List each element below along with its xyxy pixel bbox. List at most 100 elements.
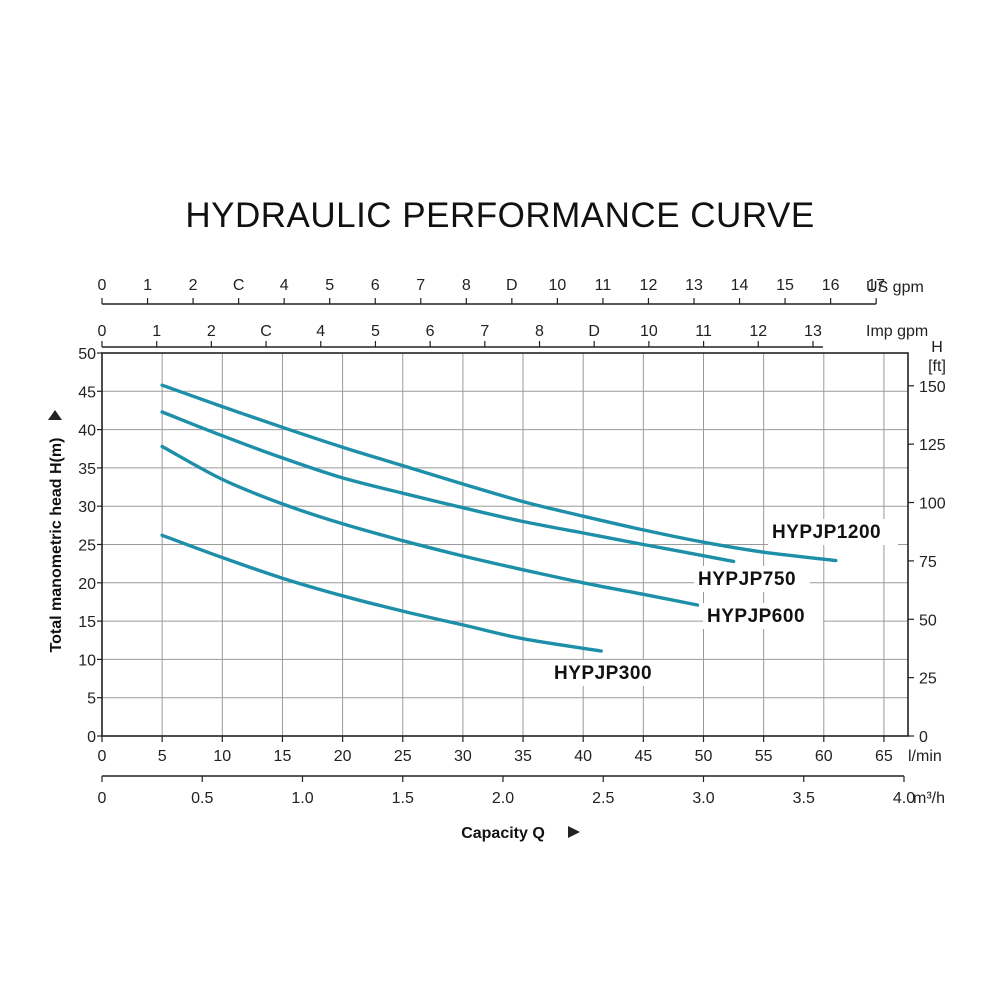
y-ft-tick-label: 75	[919, 554, 937, 571]
x-axis-arrow-icon	[568, 826, 580, 838]
y-ft-tick-label: 50	[919, 612, 937, 629]
right-axis-unit: [ft]	[928, 358, 946, 375]
x-tick-label: 10	[213, 748, 231, 765]
x-tick-label: 5	[158, 748, 167, 765]
m3h-tick-label: 1.5	[392, 790, 414, 807]
x-tick-label: 50	[695, 748, 713, 765]
labels: HYPJP1200 HYPJP750 HYPJP600 HYPJP300	[550, 519, 898, 686]
y-ft-tick-label: 150	[919, 379, 946, 396]
y-tick-label: 0	[87, 729, 96, 746]
y-ft-tick-label: 125	[919, 437, 946, 454]
curve-hypjp600	[160, 444, 700, 607]
impgpm-tick-label: 1	[152, 323, 161, 340]
x-tick-label: 55	[755, 748, 773, 765]
m3h-tick-label: 3.5	[793, 790, 815, 807]
impgpm-tick-label: 8	[535, 323, 544, 340]
series-label-bg	[694, 566, 810, 592]
x-tick-label: 45	[634, 748, 652, 765]
usgpm-tick-label: 8	[462, 277, 471, 294]
usgpm-unit-label: US gpm	[866, 279, 924, 296]
grid	[102, 353, 908, 736]
y-tick-label: 25	[78, 538, 96, 555]
axes: 051015202530354045500255075100125150H[ft…	[48, 277, 946, 842]
usgpm-tick-label: 0	[98, 277, 107, 294]
curve-hypjp1200	[160, 383, 838, 563]
x-unit-label: l/min	[908, 748, 942, 765]
usgpm-tick-label: 11	[595, 277, 612, 294]
y-tick-label: 10	[78, 652, 96, 669]
y-axis-title: Total manometric head H(m)	[48, 438, 65, 653]
y-tick-label: 15	[78, 614, 96, 631]
y-tick-label: 40	[78, 423, 96, 440]
impgpm-tick-label: 10	[640, 323, 658, 340]
impgpm-tick-label: C	[260, 323, 272, 340]
series-label-hypjp300: HYPJP300	[554, 663, 652, 684]
x-tick-label: 15	[274, 748, 292, 765]
usgpm-tick-label: 1	[143, 277, 152, 294]
m3h-tick-label: 3.0	[692, 790, 714, 807]
y-tick-label: 50	[78, 346, 96, 363]
chart-title: HYDRAULIC PERFORMANCE CURVE	[185, 196, 815, 235]
y-tick-label: 45	[78, 384, 96, 401]
series-label-hypjp1200: HYPJP1200	[772, 522, 881, 543]
impgpm-tick-label: 6	[426, 323, 435, 340]
x-axis-title: Capacity Q	[461, 825, 545, 842]
usgpm-tick-label: 2	[189, 277, 198, 294]
impgpm-tick-label: 12	[749, 323, 767, 340]
y-ft-tick-label: 100	[919, 496, 946, 513]
usgpm-tick-label: 14	[731, 277, 749, 294]
y-tick-label: 30	[78, 499, 96, 516]
series-label-bg	[703, 603, 823, 629]
impgpm-tick-label: 0	[98, 323, 107, 340]
usgpm-tick-label: 5	[325, 277, 334, 294]
m3h-tick-label: 2.5	[592, 790, 614, 807]
impgpm-tick-label: 5	[371, 323, 380, 340]
x-tick-label: 40	[574, 748, 592, 765]
usgpm-tick-label: 13	[685, 277, 703, 294]
usgpm-tick-label: 15	[776, 277, 794, 294]
usgpm-tick-label: 4	[280, 277, 289, 294]
usgpm-tick-label: 10	[548, 277, 566, 294]
usgpm-tick-label: D	[506, 277, 518, 294]
curve-hypjp750	[160, 410, 736, 564]
usgpm-tick-label: 7	[416, 277, 425, 294]
x-tick-label: 0	[98, 748, 107, 765]
x-tick-label: 30	[454, 748, 472, 765]
y-tick-label: 35	[78, 461, 96, 478]
y-tick-label: 20	[78, 576, 96, 593]
m3h-tick-label: 0.5	[191, 790, 213, 807]
impgpm-tick-label: 11	[695, 323, 712, 340]
y-axis-arrow-icon	[48, 410, 62, 420]
curves	[160, 383, 838, 653]
impgpm-tick-label: 4	[316, 323, 325, 340]
impgpm-tick-label: D	[588, 323, 600, 340]
y-ft-tick-label: 25	[919, 671, 937, 688]
usgpm-tick-label: C	[233, 277, 245, 294]
x-tick-label: 65	[875, 748, 893, 765]
x-tick-label: 60	[815, 748, 833, 765]
usgpm-tick-label: 16	[822, 277, 840, 294]
x-tick-label: 35	[514, 748, 532, 765]
series-label-hypjp750: HYPJP750	[698, 569, 796, 590]
series-label-bg	[768, 519, 898, 545]
impgpm-tick-label: 7	[480, 323, 489, 340]
y-ft-tick-label: 0	[919, 729, 928, 746]
impgpm-tick-label: 13	[804, 323, 822, 340]
usgpm-tick-label: 17	[867, 277, 885, 294]
m3h-tick-label: 1.0	[291, 790, 313, 807]
x-tick-label: 20	[334, 748, 352, 765]
series-label-hypjp600: HYPJP600	[707, 606, 805, 627]
m3h-tick-label: 0	[98, 790, 107, 807]
right-axis-title: H	[931, 339, 943, 356]
m3h-unit-label: m³/h	[913, 790, 945, 807]
impgpm-unit-label: Imp gpm	[866, 323, 928, 340]
curve-hypjp300	[160, 533, 603, 653]
usgpm-tick-label: 6	[371, 277, 380, 294]
usgpm-tick-label: 12	[640, 277, 658, 294]
y-tick-label: 5	[87, 691, 96, 708]
x-tick-label: 25	[394, 748, 412, 765]
series-label-bg	[550, 660, 667, 686]
m3h-tick-label: 4.0	[893, 790, 915, 807]
impgpm-tick-label: 2	[207, 323, 216, 340]
